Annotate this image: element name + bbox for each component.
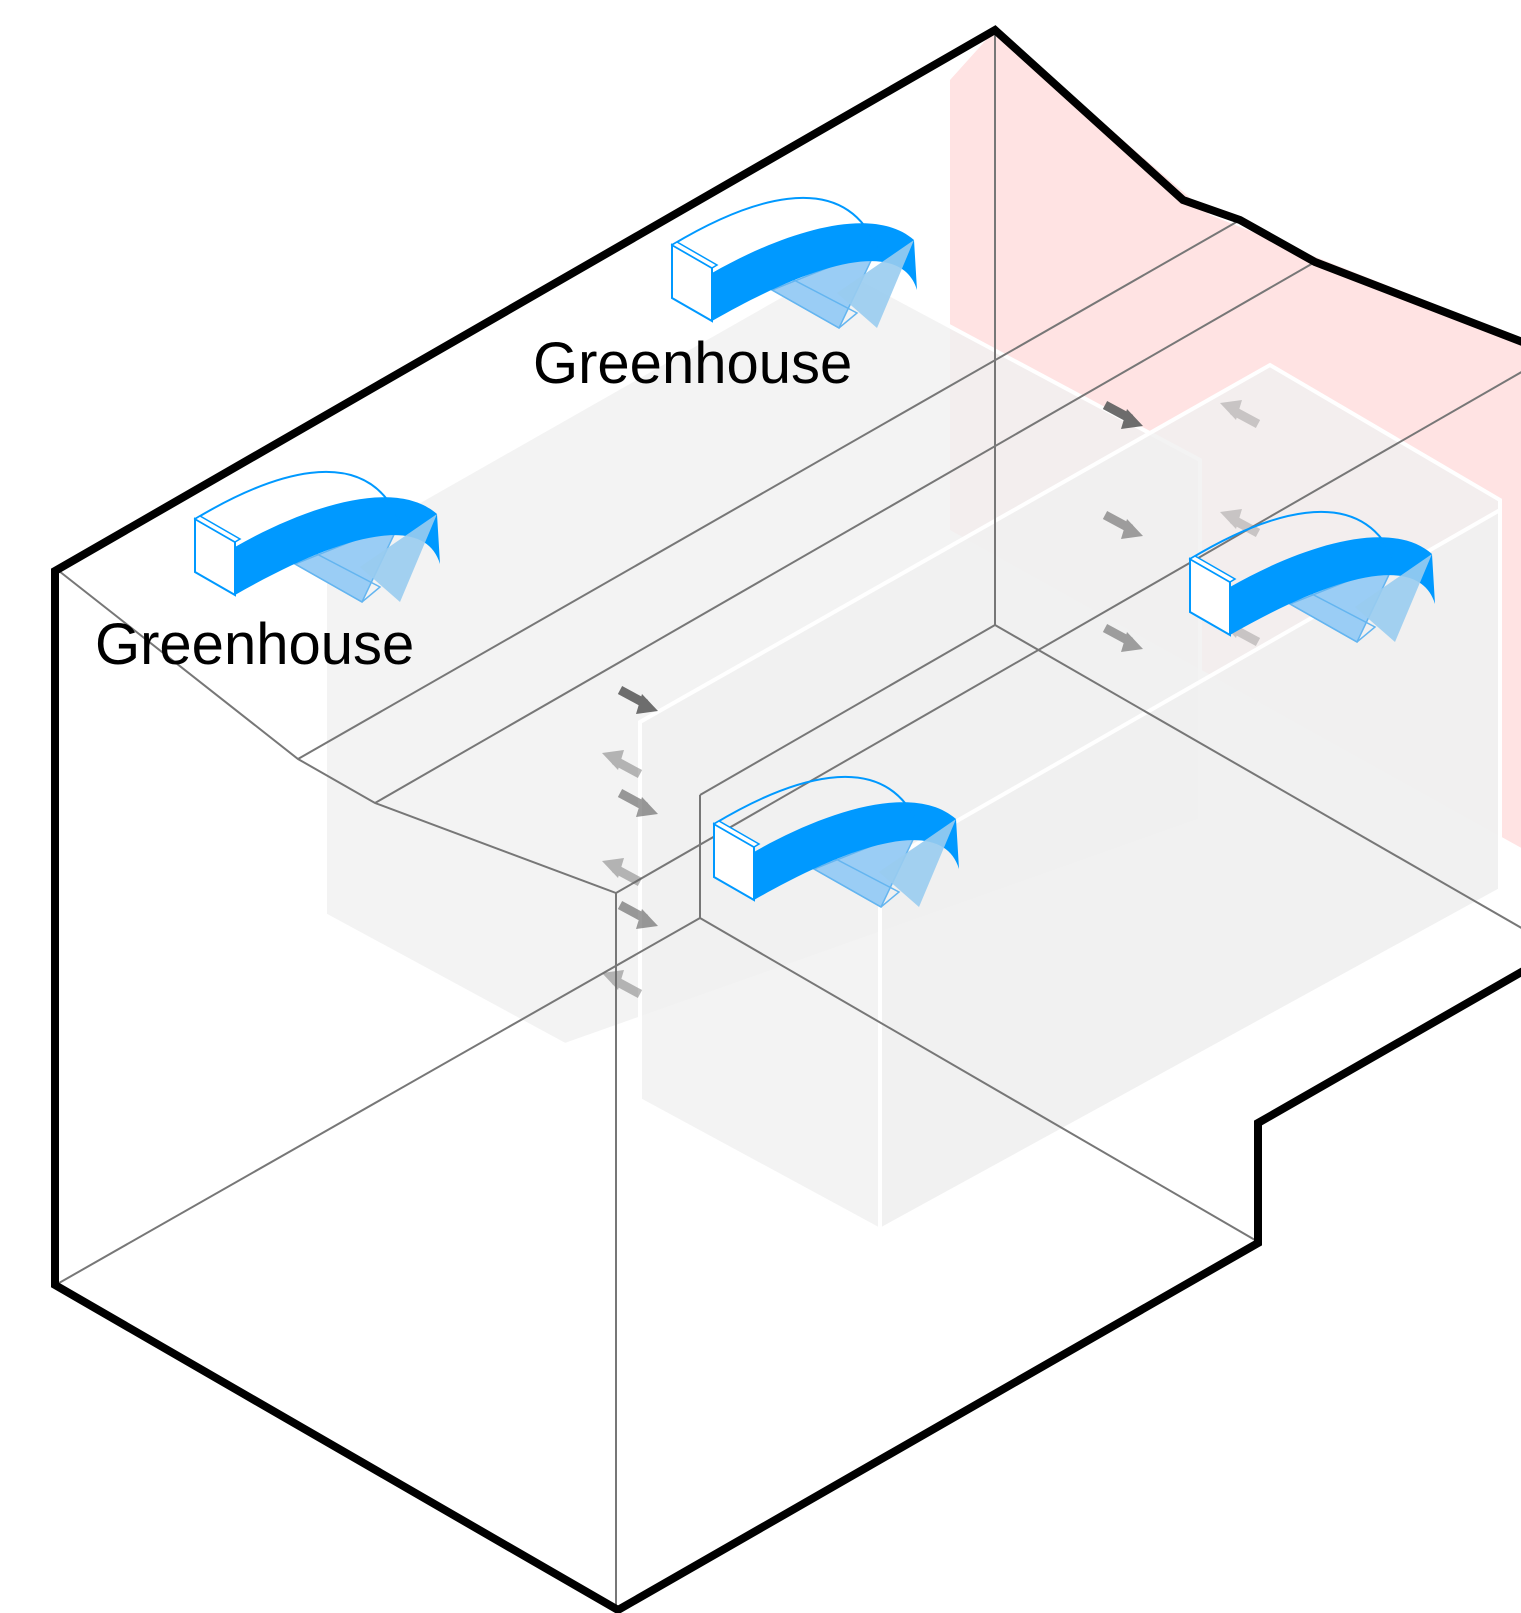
greenhouse-label-upper: Greenhouse	[533, 331, 852, 396]
construction-lines	[58, 30, 1521, 1605]
building-outline	[51, 25, 1521, 1613]
greenhouse-label-lower: Greenhouse	[95, 612, 414, 677]
